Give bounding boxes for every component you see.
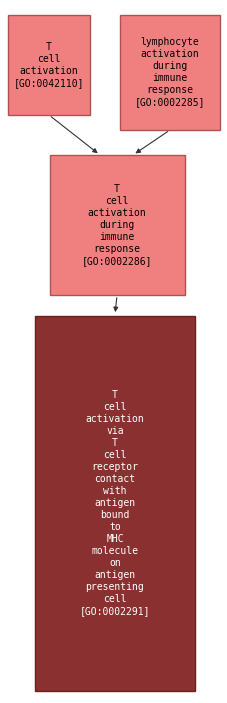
Text: lymphocyte
activation
during
immune
response
[GO:0002285]: lymphocyte activation during immune resp… [134,37,204,107]
Text: T
cell
activation
[GO:0042110]: T cell activation [GO:0042110] [14,42,84,88]
FancyBboxPatch shape [49,155,184,295]
FancyBboxPatch shape [8,15,90,115]
Text: T
cell
activation
via
T
cell
receptor
contact
with
antigen
bound
to
MHC
molecule: T cell activation via T cell receptor co… [79,390,150,616]
FancyBboxPatch shape [119,15,219,129]
Text: T
cell
activation
during
immune
response
[GO:0002286]: T cell activation during immune response… [81,184,152,266]
FancyBboxPatch shape [35,316,194,690]
